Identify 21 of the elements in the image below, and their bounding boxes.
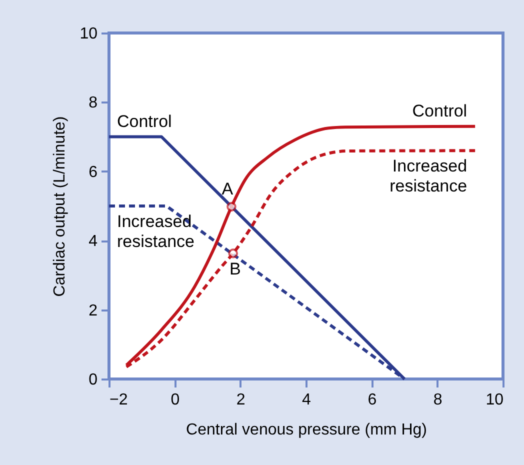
series-label: Increased resistance	[390, 156, 468, 196]
y-tick-label: 0	[88, 372, 98, 388]
y-tick-label: 6	[88, 164, 98, 181]
x-axis-title: Central venous pressure (mm Hg)	[186, 422, 427, 438]
x-tick-label: 8	[433, 392, 442, 408]
y-tick-label: 4	[88, 233, 98, 250]
y-tick-label: 10	[80, 26, 98, 42]
series-label: Control	[412, 101, 468, 120]
x-tick-label: 10	[486, 392, 504, 408]
annotation: A	[222, 180, 234, 199]
x-tick-label: 2	[236, 392, 246, 408]
x-tick-label: 0	[170, 392, 180, 408]
annotation: B	[229, 259, 241, 278]
series-label: Increased resistance	[117, 212, 194, 251]
y-tick-label: 8	[88, 94, 98, 112]
x-tick-label: 6	[368, 392, 377, 408]
y-tick-label: 2	[88, 302, 98, 320]
series-label: Control	[117, 112, 172, 131]
x-tick-label: 4	[302, 392, 312, 408]
x-tick-label: −2	[110, 392, 128, 408]
y-axis-title: Cardiac output (L/minute)	[52, 116, 69, 297]
